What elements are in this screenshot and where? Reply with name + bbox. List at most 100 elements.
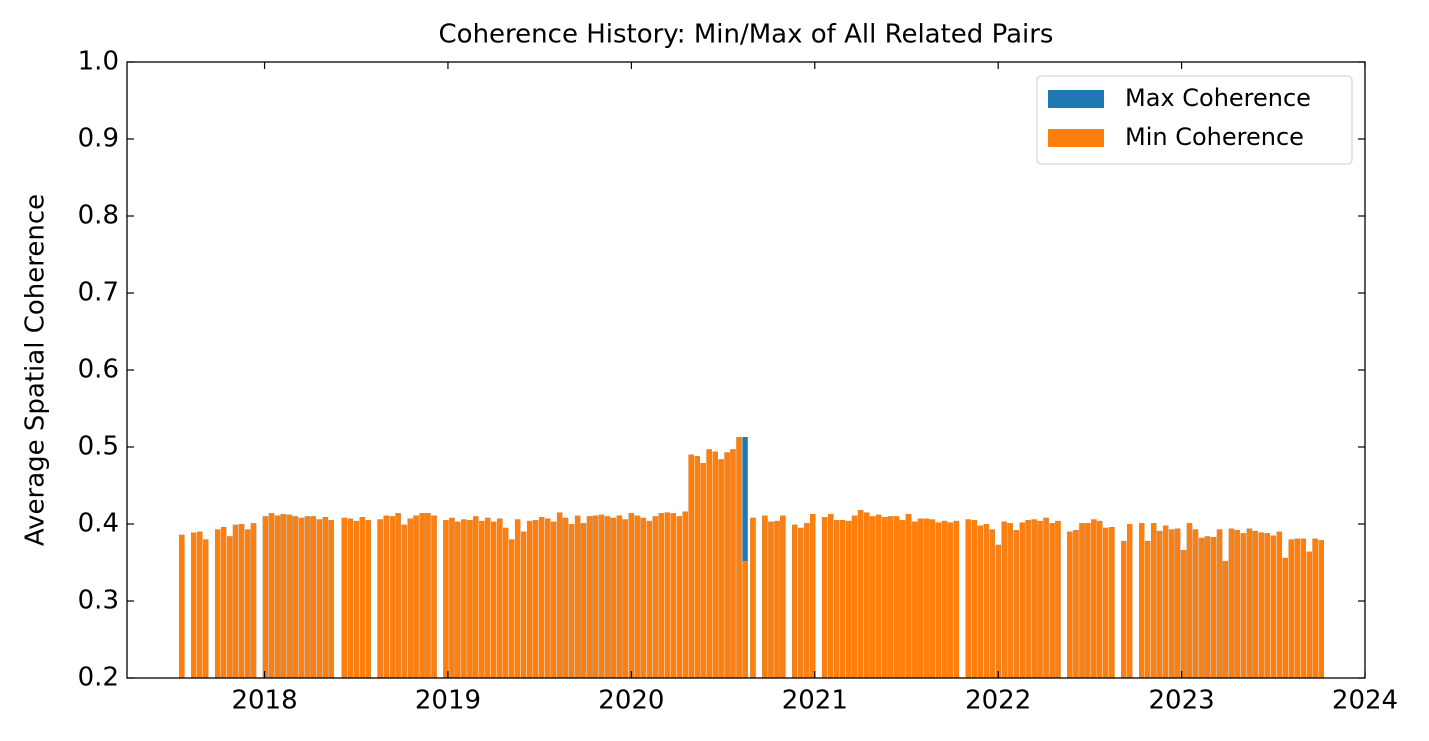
bar [274, 515, 281, 678]
bar [1001, 521, 1007, 678]
bar [1019, 522, 1025, 678]
bar [1252, 530, 1259, 678]
bar [1180, 550, 1187, 678]
bar [389, 516, 395, 678]
bar [443, 520, 449, 678]
bar [1043, 517, 1049, 678]
bar [742, 436, 748, 678]
legend-box [1036, 75, 1353, 165]
bar [598, 514, 605, 678]
bar [887, 516, 894, 678]
bar [1294, 538, 1300, 678]
bar [700, 463, 706, 678]
bar [227, 536, 233, 678]
bar [742, 560, 748, 678]
bar [1103, 527, 1109, 678]
bar [353, 520, 359, 678]
bar [1156, 530, 1163, 678]
bar [328, 520, 335, 678]
bar [545, 518, 551, 678]
bar [220, 527, 227, 678]
bar [1216, 529, 1223, 678]
bar [1288, 539, 1294, 678]
bar [310, 516, 317, 678]
bar [712, 451, 718, 678]
bar [718, 459, 724, 678]
x-tick-label: 2018 [231, 686, 297, 716]
bar [383, 515, 389, 678]
bar [1151, 523, 1157, 678]
bar [232, 524, 239, 678]
bar [1300, 538, 1306, 678]
bar [724, 452, 730, 678]
bar [640, 517, 646, 678]
bar [395, 513, 401, 678]
bar [857, 510, 864, 678]
bar [365, 520, 371, 678]
bar [616, 515, 623, 678]
bar [1079, 523, 1085, 678]
bar [1007, 523, 1013, 678]
bar [1126, 524, 1133, 678]
y-tick-label: 0.9 [78, 124, 119, 154]
bar [580, 523, 587, 678]
bar [407, 518, 413, 678]
bar [191, 532, 197, 678]
bar [1055, 520, 1061, 678]
bar [359, 517, 366, 678]
legend-label: Max Coherence [1125, 84, 1311, 112]
bar [538, 517, 545, 678]
bar [834, 520, 840, 678]
y-tick-label: 0.3 [78, 586, 119, 616]
bar [286, 514, 293, 678]
bars [179, 436, 1324, 678]
bar [1270, 535, 1276, 678]
x-tick-label: 2022 [965, 686, 1031, 716]
bar [1192, 529, 1199, 678]
bar [947, 522, 954, 678]
bar [514, 519, 521, 678]
bar [929, 519, 936, 678]
bar [491, 521, 497, 678]
bar [503, 527, 509, 678]
bar [1228, 528, 1235, 678]
bar [977, 525, 983, 678]
y-tick-label: 0.4 [78, 509, 119, 539]
legend-label: Min Coherence [1125, 123, 1304, 151]
bar [479, 520, 485, 678]
bar [863, 512, 870, 678]
bar [810, 513, 816, 678]
bar [706, 449, 712, 678]
bar [550, 521, 557, 678]
bar [244, 529, 251, 678]
bar [556, 512, 563, 678]
bar [1258, 532, 1265, 678]
bar [1168, 529, 1175, 678]
bar [935, 522, 942, 678]
bar [1174, 528, 1181, 678]
bar [413, 515, 419, 678]
bar [730, 449, 736, 678]
bar [1246, 528, 1253, 678]
bar [1085, 523, 1091, 678]
bar [736, 436, 742, 678]
bar [798, 527, 804, 678]
bar [899, 520, 906, 678]
bar [485, 517, 491, 678]
bar [562, 517, 569, 678]
bar [610, 517, 617, 678]
y-tick-label: 0.7 [78, 278, 119, 308]
bar [322, 517, 329, 678]
bar [473, 516, 479, 678]
bar [768, 521, 774, 678]
bar [953, 520, 960, 678]
bar [431, 515, 437, 678]
y-tick-label: 1.0 [78, 47, 119, 77]
bar [1091, 519, 1097, 678]
bar [1240, 533, 1247, 678]
bar [1264, 533, 1270, 678]
bar [280, 513, 287, 678]
bar [262, 516, 269, 678]
bar [923, 518, 930, 678]
